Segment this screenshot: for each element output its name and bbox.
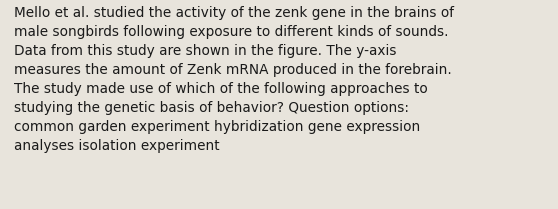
Text: Mello et al. studied the activity of the zenk gene in the brains of
male songbir: Mello et al. studied the activity of the…	[14, 6, 454, 153]
